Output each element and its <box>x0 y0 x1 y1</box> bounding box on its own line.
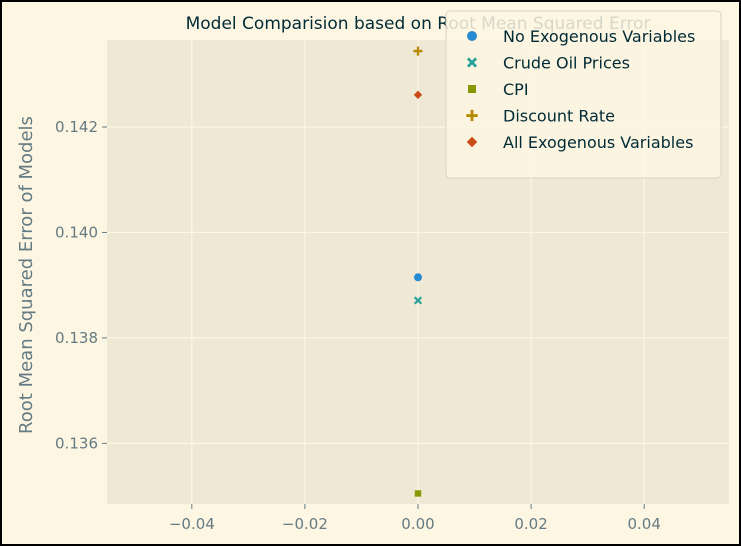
legend-marker <box>466 57 478 68</box>
y-axis-ticks: 0.136 0.138 0.140 0.142 <box>55 118 107 452</box>
x-tick-label: 0.00 <box>401 515 434 533</box>
data-points <box>413 46 423 497</box>
y-axis-label: Root Mean Squared Error of Models <box>16 116 37 434</box>
data-point <box>413 90 423 100</box>
data-point <box>414 490 422 497</box>
legend-marker <box>466 136 478 148</box>
legend-label: No Exogenous Variables <box>503 27 695 46</box>
legend: No Exogenous Variables Crude Oil Prices CP… <box>445 10 722 179</box>
y-tick-label: 0.136 <box>55 434 98 452</box>
legend-label: CPI <box>503 80 529 99</box>
legend-label: Crude Oil Prices <box>503 54 630 73</box>
y-tick-label: 0.142 <box>55 118 98 136</box>
legend-marker <box>466 109 478 122</box>
y-tick-label: 0.140 <box>55 223 98 241</box>
data-point <box>414 273 422 282</box>
x-tick-label: 0.02 <box>514 515 547 533</box>
data-point <box>413 46 423 56</box>
x-tick-label: 0.04 <box>627 515 660 533</box>
y-tick-label: 0.138 <box>55 329 98 347</box>
x-tick-label: −0.02 <box>282 515 328 533</box>
legend-label: All Exogenous Variables <box>503 133 693 152</box>
data-point <box>413 296 423 305</box>
legend-label: Discount Rate <box>503 107 615 126</box>
x-axis-ticks: −0.04 −0.02 0.00 0.02 0.04 <box>169 504 661 533</box>
x-tick-label: −0.04 <box>169 515 215 533</box>
legend-box <box>445 10 722 179</box>
legend-marker <box>467 31 477 41</box>
legend-marker <box>468 85 476 93</box>
